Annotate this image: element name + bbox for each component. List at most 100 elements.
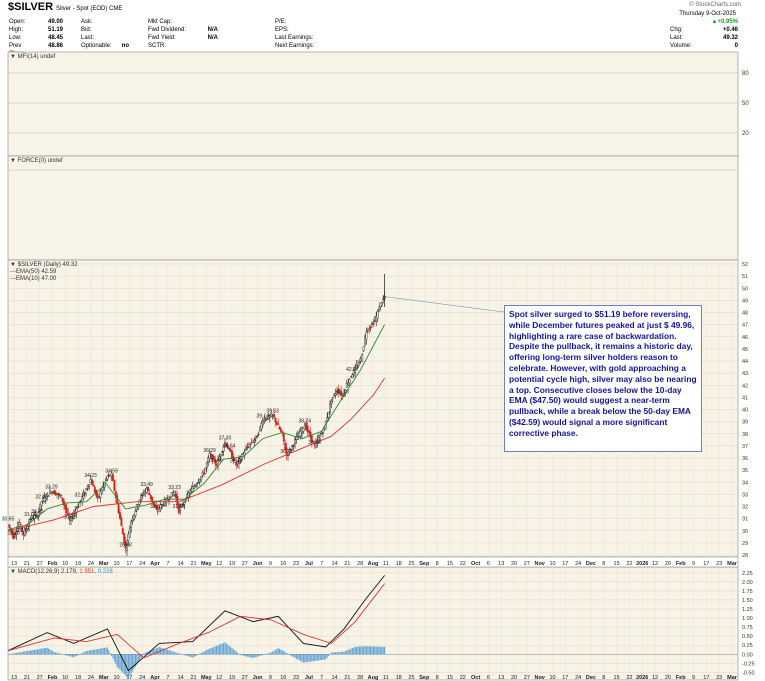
macd-histogram-bar [34, 649, 36, 655]
macd-histogram-bar [344, 651, 346, 655]
macd-histogram-bar [280, 649, 282, 655]
candle-body [364, 337, 366, 345]
macd-histogram-bar [174, 651, 176, 655]
macd-histogram-bar [126, 654, 128, 677]
macd-histogram-bar [281, 650, 283, 655]
price-tick-label: 42 [742, 383, 748, 389]
macd-histogram-bar [165, 649, 167, 655]
macd-histogram-bar [384, 646, 386, 655]
macd-label-sep1: , [75, 569, 80, 575]
macd-histogram-bar [276, 649, 278, 655]
x-tick-label: 2026 [636, 561, 648, 567]
quote-row: Open: 49.00 [9, 18, 63, 26]
quote-key: Last: [81, 35, 95, 41]
macd-histogram-bar [206, 649, 208, 655]
x-tick-label: Jun [253, 561, 263, 567]
macd-label: ▼ MACD(12,26,9) 2.179, 1.951, 0.228 [10, 569, 113, 575]
macd-histogram-bar [350, 648, 352, 655]
x-tick-label-bottom: 15 [614, 675, 620, 681]
quote-value: +0.46 [722, 27, 738, 33]
candle-body [71, 517, 74, 519]
macd-histogram-bar [14, 653, 16, 655]
x-tick-label: 14 [178, 561, 184, 567]
macd-histogram-bar [277, 648, 279, 655]
quote-value: 48.45 [47, 35, 63, 41]
candle-body [245, 448, 247, 451]
candle-body [183, 502, 186, 505]
macd-histogram-bar [200, 652, 202, 655]
quote-col-4: P/E: EPS: Last Earnings: Next Earnings: [275, 18, 339, 50]
candle-body [65, 507, 68, 514]
macd-histogram-bar [94, 649, 96, 655]
candle-body [327, 411, 330, 418]
candle-body [121, 528, 124, 535]
macd-histogram-bar [274, 649, 276, 655]
x-tick-label-bottom: 10 [549, 675, 555, 681]
x-tick-label-bottom: Apr [150, 675, 160, 681]
candle-body [312, 441, 315, 443]
macd-histogram-bar [158, 646, 160, 655]
quote-key: High: [9, 27, 24, 33]
macd-histogram-bar [315, 654, 317, 661]
quote-row: Ask: [81, 18, 129, 26]
candle-body [205, 462, 208, 468]
candle-body [58, 493, 61, 496]
macd-line [7, 575, 385, 672]
price-label: 28.48 [119, 543, 132, 549]
x-tick-label: Jul [305, 561, 313, 567]
candle-body [214, 459, 217, 464]
macd-histogram-bar [349, 649, 351, 655]
candle-body [289, 449, 292, 452]
price-label: 34.59 [105, 469, 118, 475]
macd-histogram-bar [298, 654, 300, 661]
x-tick-label-bottom: Mar [99, 675, 110, 681]
macd-histogram-bar [382, 646, 384, 655]
macd-histogram-bar [290, 654, 292, 656]
macd-histogram-bar [340, 651, 342, 655]
price-label: 35.46 [210, 458, 223, 464]
macd-histogram-bar [52, 651, 54, 655]
candle-body [378, 309, 380, 312]
candle-body [238, 458, 240, 464]
macd-histogram-bar [246, 654, 248, 657]
macd-histogram-bar [43, 648, 45, 655]
mfi-label-text: MFI(14) undef [17, 54, 56, 60]
force-label: ▼ FORCE(0) undef [10, 158, 63, 164]
macd-tick-label: 1.25 [742, 607, 753, 613]
x-tick-label-bottom: 17 [703, 675, 709, 681]
candle-body [84, 492, 86, 494]
candle-body [306, 425, 309, 432]
x-tick-label-bottom: 13 [11, 675, 17, 681]
quote-row: P/E: [275, 18, 339, 26]
macd-histogram-bar [256, 654, 258, 657]
macd-histogram-bar [20, 652, 22, 655]
x-tick-label-bottom: 12 [652, 675, 658, 681]
candle-body [345, 382, 348, 388]
macd-histogram-bar [364, 646, 366, 655]
price-label: 39.53 [266, 409, 279, 415]
price-label: 29.50 [7, 530, 20, 536]
macd-histogram-bar [294, 654, 296, 658]
x-tick-label: May [201, 561, 213, 567]
candle-body [219, 454, 222, 457]
x-tick-label-bottom: Dec [586, 675, 596, 681]
candle-body [14, 534, 16, 537]
candle-body [175, 493, 177, 498]
candle-body [347, 382, 350, 386]
macd-histogram-bar [95, 649, 97, 655]
candle-body [100, 489, 103, 494]
macd-histogram-bar [105, 647, 107, 655]
macd-histogram-bar [102, 648, 104, 655]
x-tick-label: 15 [614, 561, 620, 567]
macd-histogram-bar [118, 654, 120, 669]
macd-histogram-bar [112, 654, 114, 659]
candle-body [15, 531, 18, 535]
price-tick-label: 35 [742, 468, 748, 474]
candle-body [197, 481, 200, 484]
price-tick-label: 36 [742, 456, 748, 462]
macd-histogram-bar [192, 654, 194, 658]
candle-body [326, 417, 329, 421]
candle-body [273, 414, 275, 418]
x-tick-label: Feb [676, 561, 686, 567]
macd-histogram-bar [244, 654, 246, 656]
